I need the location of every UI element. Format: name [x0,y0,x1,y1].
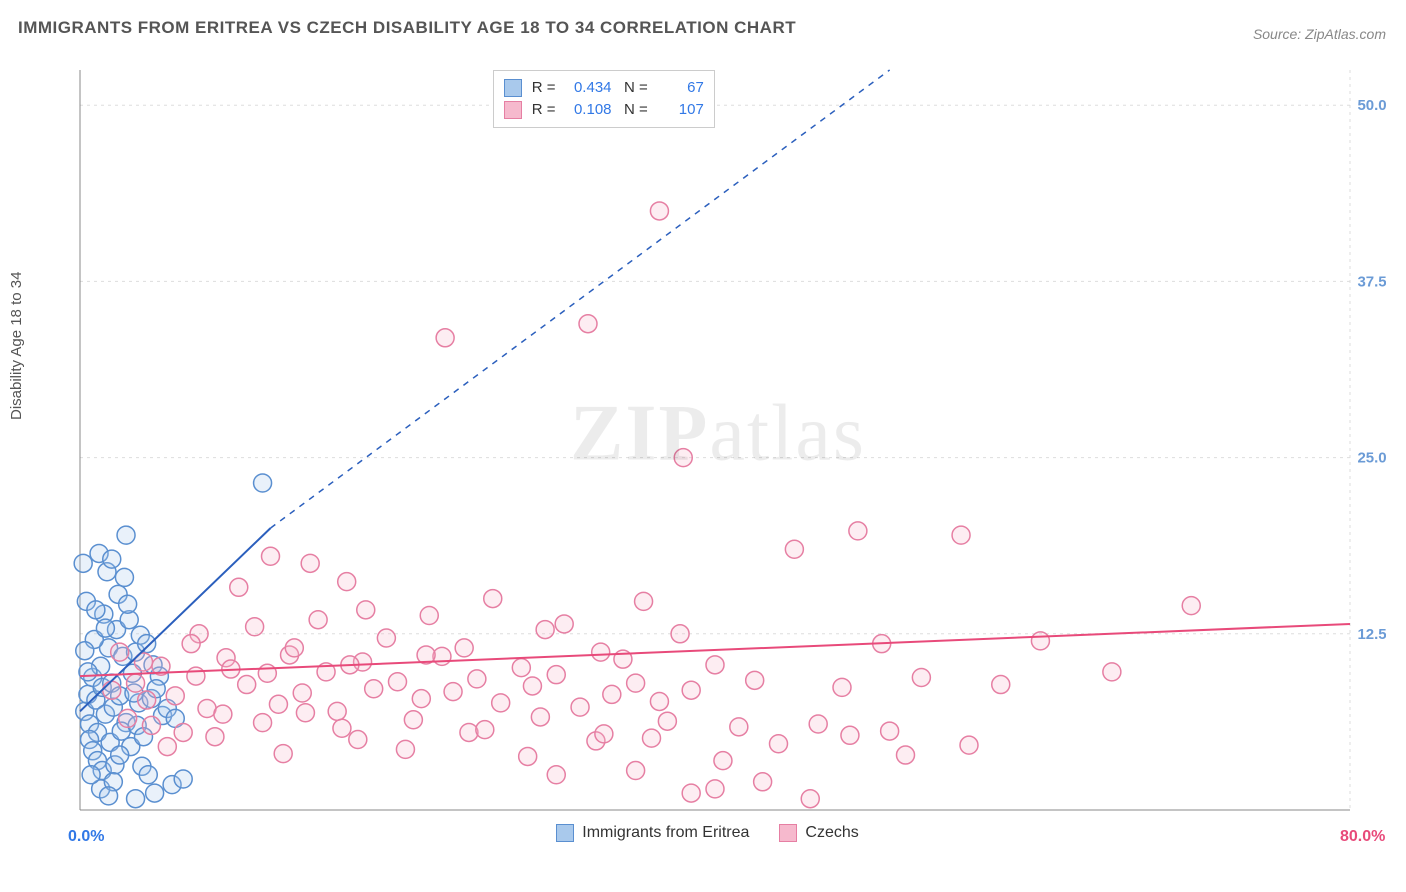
n-value: 67 [654,77,704,99]
n-label: N = [624,99,648,121]
source-label: Source: ZipAtlas.com [1253,26,1386,42]
x-axis-min-label: 0.0% [68,828,104,846]
r-label: R = [532,99,556,121]
svg-text:12.5%: 12.5% [1357,626,1386,643]
n-label: N = [624,77,648,99]
legend-swatch [504,101,522,119]
correlation-legend: R = 0.434 N = 67 R = 0.108 N = 107 [493,70,715,128]
svg-text:50.0%: 50.0% [1357,97,1386,114]
legend-row: R = 0.434 N = 67 [504,77,704,99]
legend-label: Czechs [805,824,858,842]
y-axis-label: Disability Age 18 to 34 [8,272,25,420]
legend-item: Immigrants from Eritrea [556,824,749,842]
svg-text:37.5%: 37.5% [1357,273,1386,290]
chart-title: IMMIGRANTS FROM ERITREA VS CZECH DISABIL… [18,18,796,38]
chart-area: 12.5%25.0%37.5%50.0% ZIPatlas R =0.434 N… [50,60,1386,840]
legend-row: R = 0.108 N = 107 [504,99,704,121]
legend-swatch [504,79,522,97]
r-value: 0.434 [562,77,612,99]
legend-swatch [779,824,797,842]
legend-swatch [556,824,574,842]
scatter-plot: 12.5% 25.0% 37.5% 50.0% [50,60,1386,840]
svg-text:25.0%: 25.0% [1357,450,1386,467]
n-value: 107 [654,99,704,121]
series-legend: Immigrants from Eritrea Czechs [556,824,859,842]
legend-item: Czechs [779,824,858,842]
legend-label: Immigrants from Eritrea [582,824,749,842]
r-label: R = [532,77,556,99]
r-value: 0.108 [562,99,612,121]
x-axis-max-label: 80.0% [1340,828,1385,846]
